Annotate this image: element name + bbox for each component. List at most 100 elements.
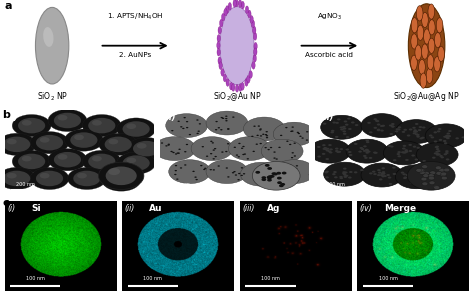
Circle shape	[123, 155, 150, 171]
Circle shape	[184, 151, 186, 152]
Ellipse shape	[36, 7, 69, 84]
Circle shape	[382, 173, 385, 175]
Circle shape	[218, 57, 221, 64]
Circle shape	[424, 29, 430, 44]
Circle shape	[430, 136, 434, 138]
Circle shape	[82, 150, 121, 173]
Circle shape	[363, 150, 366, 152]
Circle shape	[409, 150, 412, 152]
Circle shape	[82, 115, 121, 137]
Circle shape	[420, 73, 427, 88]
Circle shape	[369, 157, 372, 159]
Circle shape	[434, 152, 438, 154]
Circle shape	[445, 152, 448, 154]
Circle shape	[262, 176, 266, 179]
Circle shape	[133, 141, 160, 156]
Circle shape	[237, 179, 240, 181]
Circle shape	[325, 176, 329, 178]
Circle shape	[211, 142, 214, 143]
Circle shape	[332, 121, 336, 123]
Circle shape	[67, 167, 106, 190]
Circle shape	[419, 59, 425, 75]
Circle shape	[267, 167, 272, 170]
Circle shape	[391, 126, 394, 128]
Circle shape	[175, 165, 177, 166]
Circle shape	[435, 162, 438, 164]
Circle shape	[235, 174, 237, 176]
Circle shape	[229, 82, 233, 90]
Circle shape	[64, 129, 103, 151]
Circle shape	[373, 173, 377, 175]
Circle shape	[109, 139, 118, 144]
Circle shape	[292, 177, 294, 178]
Circle shape	[270, 175, 274, 178]
Circle shape	[174, 170, 177, 171]
Circle shape	[240, 162, 282, 186]
Circle shape	[244, 153, 246, 155]
Circle shape	[261, 139, 303, 163]
Circle shape	[213, 169, 215, 171]
Circle shape	[48, 149, 87, 171]
Circle shape	[344, 175, 347, 177]
Circle shape	[447, 135, 451, 137]
Circle shape	[227, 176, 229, 178]
Circle shape	[402, 173, 406, 175]
Circle shape	[254, 172, 256, 173]
Circle shape	[346, 136, 349, 138]
Circle shape	[218, 165, 220, 167]
Circle shape	[379, 178, 383, 181]
Circle shape	[225, 120, 228, 121]
Circle shape	[169, 160, 210, 183]
Circle shape	[277, 181, 282, 184]
Circle shape	[221, 151, 224, 153]
Text: SiO$_2$ NP: SiO$_2$ NP	[36, 91, 68, 103]
Circle shape	[12, 115, 51, 137]
Circle shape	[436, 154, 439, 156]
Circle shape	[265, 134, 267, 135]
Text: 1. APTS/NH$_4$OH: 1. APTS/NH$_4$OH	[107, 11, 164, 22]
Circle shape	[194, 176, 197, 178]
Circle shape	[127, 138, 166, 160]
Circle shape	[218, 127, 220, 128]
Circle shape	[184, 164, 186, 166]
Circle shape	[348, 128, 352, 130]
Circle shape	[117, 118, 155, 140]
Circle shape	[413, 177, 416, 179]
Circle shape	[168, 143, 170, 145]
Circle shape	[0, 167, 36, 190]
Circle shape	[427, 171, 430, 173]
Circle shape	[383, 141, 425, 165]
Circle shape	[284, 171, 286, 172]
Circle shape	[206, 111, 248, 135]
Circle shape	[292, 152, 294, 153]
Text: 200 nm: 200 nm	[171, 182, 190, 187]
Circle shape	[324, 162, 365, 186]
Circle shape	[296, 165, 298, 166]
Circle shape	[365, 150, 369, 152]
Circle shape	[386, 174, 390, 176]
Circle shape	[189, 134, 191, 135]
Circle shape	[382, 175, 385, 177]
Circle shape	[252, 61, 255, 69]
Circle shape	[196, 119, 199, 121]
Circle shape	[339, 148, 343, 150]
Circle shape	[180, 126, 182, 128]
Circle shape	[117, 152, 155, 174]
Circle shape	[434, 131, 437, 133]
Circle shape	[422, 160, 426, 162]
Circle shape	[416, 147, 420, 149]
Circle shape	[206, 156, 208, 157]
Circle shape	[365, 140, 369, 142]
Circle shape	[232, 83, 235, 91]
Circle shape	[382, 171, 385, 173]
Circle shape	[48, 109, 87, 132]
Circle shape	[413, 129, 417, 131]
Circle shape	[419, 137, 423, 139]
Circle shape	[299, 136, 301, 137]
Circle shape	[262, 178, 266, 181]
Circle shape	[390, 146, 393, 148]
Circle shape	[259, 128, 262, 130]
Circle shape	[419, 126, 422, 128]
Circle shape	[203, 169, 206, 170]
Circle shape	[388, 145, 392, 147]
